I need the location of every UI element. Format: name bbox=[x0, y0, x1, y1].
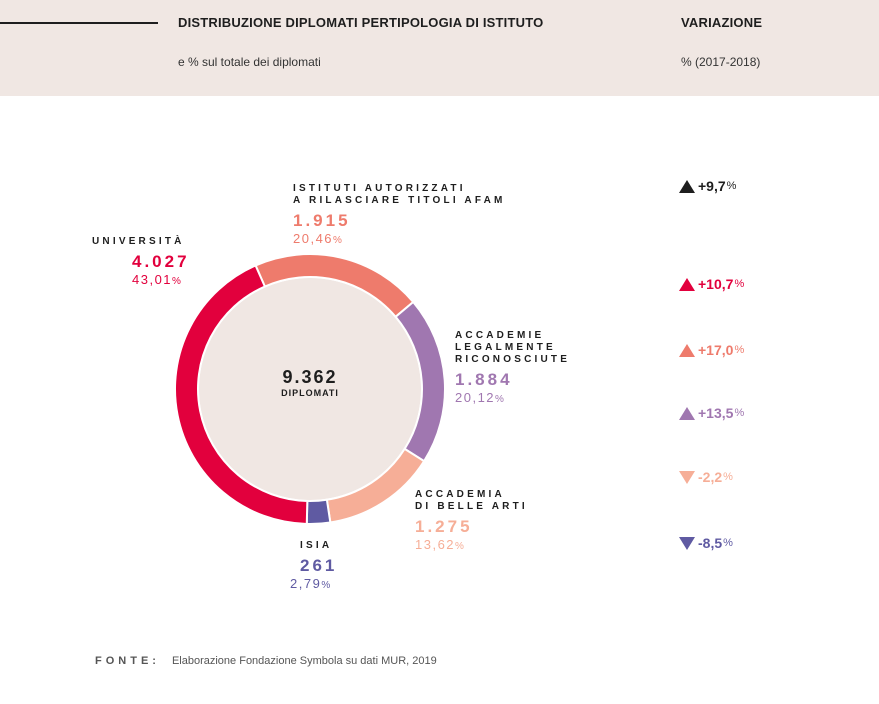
triangle-up-icon bbox=[679, 277, 695, 291]
percent-sign: % bbox=[723, 537, 733, 549]
source-note: FONTE: Elaborazione Fondazione Symbola su… bbox=[95, 655, 437, 667]
label-accademie-name: ACCADEMIE LEGALMENTE RICONOSCIUTE bbox=[455, 330, 571, 365]
variation-extra-value: +17,0 bbox=[698, 342, 734, 358]
label-accademie-percent-number: 20,12 bbox=[455, 390, 496, 405]
label-universita: UNIVERSITÀ 4.027 43,01% bbox=[92, 236, 190, 290]
percent-sign: % bbox=[333, 235, 342, 246]
variation-universita: +10,7% bbox=[679, 276, 744, 292]
percent-sign: % bbox=[734, 407, 745, 419]
percent-sign: % bbox=[455, 541, 464, 552]
header-band: DISTRIBUZIONE DIPLOMATI PERTIPOLOGIA DI … bbox=[0, 0, 879, 96]
percent-sign: % bbox=[321, 580, 331, 591]
variation-belle-arti: -2,2% bbox=[679, 469, 733, 485]
label-belle-arti-value: 1.275 bbox=[415, 517, 473, 536]
label-universita-percent: 43,01% bbox=[132, 272, 190, 290]
label-isia-percent-number: 2,79 bbox=[290, 576, 322, 591]
percent-sign: % bbox=[734, 278, 745, 290]
chart-subtitle: e % sul totale dei diplomati bbox=[178, 55, 321, 69]
variation-isia: -8,5% bbox=[679, 535, 733, 551]
variation-accademie: +13,5% bbox=[679, 405, 744, 421]
label-isia-value: 261 bbox=[300, 556, 338, 575]
label-belle-arti-percent: 13,62% bbox=[415, 537, 528, 555]
total-value: 9.362 bbox=[282, 367, 338, 387]
label-universita-name: UNIVERSITÀ bbox=[92, 236, 185, 247]
donut-chart bbox=[174, 253, 446, 525]
triangle-up-icon bbox=[679, 406, 695, 420]
label-isia: ISIA 261 2,79% bbox=[290, 540, 338, 594]
label-isia-name: ISIA bbox=[300, 540, 333, 551]
label-accademie-percent: 20,12% bbox=[455, 390, 570, 408]
variation-subtitle: % (2017-2018) bbox=[681, 55, 761, 69]
variation-accademie-value: +13,5 bbox=[698, 405, 734, 421]
label-belle-arti: ACCADEMIA DI BELLE ARTI 1.275 13,62% bbox=[415, 489, 528, 555]
variation-universita-value: +10,7 bbox=[698, 276, 734, 292]
label-universita-value: 4.027 bbox=[132, 252, 190, 271]
chart-title: DISTRIBUZIONE DIPLOMATI PERTIPOLOGIA DI … bbox=[178, 15, 544, 30]
triangle-up-icon bbox=[679, 179, 695, 193]
donut-slice-4 bbox=[174, 264, 309, 525]
donut-slice-3 bbox=[305, 498, 332, 525]
variation-afam: +9,7% bbox=[679, 178, 736, 194]
variation-title: VARIAZIONE bbox=[681, 15, 763, 30]
variation-isia-value: -8,5 bbox=[698, 535, 723, 551]
donut-center-label: 9.362 DIPLOMATI bbox=[246, 367, 374, 399]
label-afam-percent-number: 20,46 bbox=[293, 231, 334, 246]
source-label: FONTE: bbox=[95, 655, 160, 667]
triangle-down-icon bbox=[679, 470, 695, 484]
label-afam-value: 1.915 bbox=[293, 211, 351, 230]
label-belle-arti-name: ACCADEMIA DI BELLE ARTI bbox=[415, 489, 528, 512]
header-rule bbox=[0, 22, 158, 24]
label-universita-percent-number: 43,01 bbox=[132, 272, 173, 287]
label-belle-arti-percent-number: 13,62 bbox=[415, 537, 456, 552]
percent-sign: % bbox=[726, 180, 737, 192]
label-afam-percent: 20,46% bbox=[293, 231, 506, 249]
label-accademie-value: 1.884 bbox=[455, 370, 513, 389]
variation-extra: +17,0% bbox=[679, 342, 744, 358]
donut-center-disc bbox=[199, 278, 421, 500]
label-accademie: ACCADEMIE LEGALMENTE RICONOSCIUTE 1.884 … bbox=[455, 330, 570, 408]
label-isia-percent: 2,79% bbox=[290, 576, 337, 594]
percent-sign: % bbox=[172, 276, 181, 287]
source-text: Elaborazione Fondazione Symbola su dati … bbox=[171, 655, 437, 667]
percent-sign: % bbox=[495, 394, 504, 405]
percent-sign: % bbox=[723, 471, 733, 483]
triangle-up-icon bbox=[679, 343, 695, 357]
variation-belle-arti-value: -2,2 bbox=[698, 469, 723, 485]
total-caption: DIPLOMATI bbox=[281, 388, 339, 398]
percent-sign: % bbox=[734, 344, 745, 356]
label-afam: ISTITUTI AUTORIZZATI A RILASCIARE TITOLI… bbox=[293, 183, 506, 249]
label-afam-name: ISTITUTI AUTORIZZATI A RILASCIARE TITOLI… bbox=[293, 183, 506, 206]
triangle-down-icon bbox=[679, 536, 695, 550]
variation-afam-value: +9,7 bbox=[698, 178, 726, 194]
